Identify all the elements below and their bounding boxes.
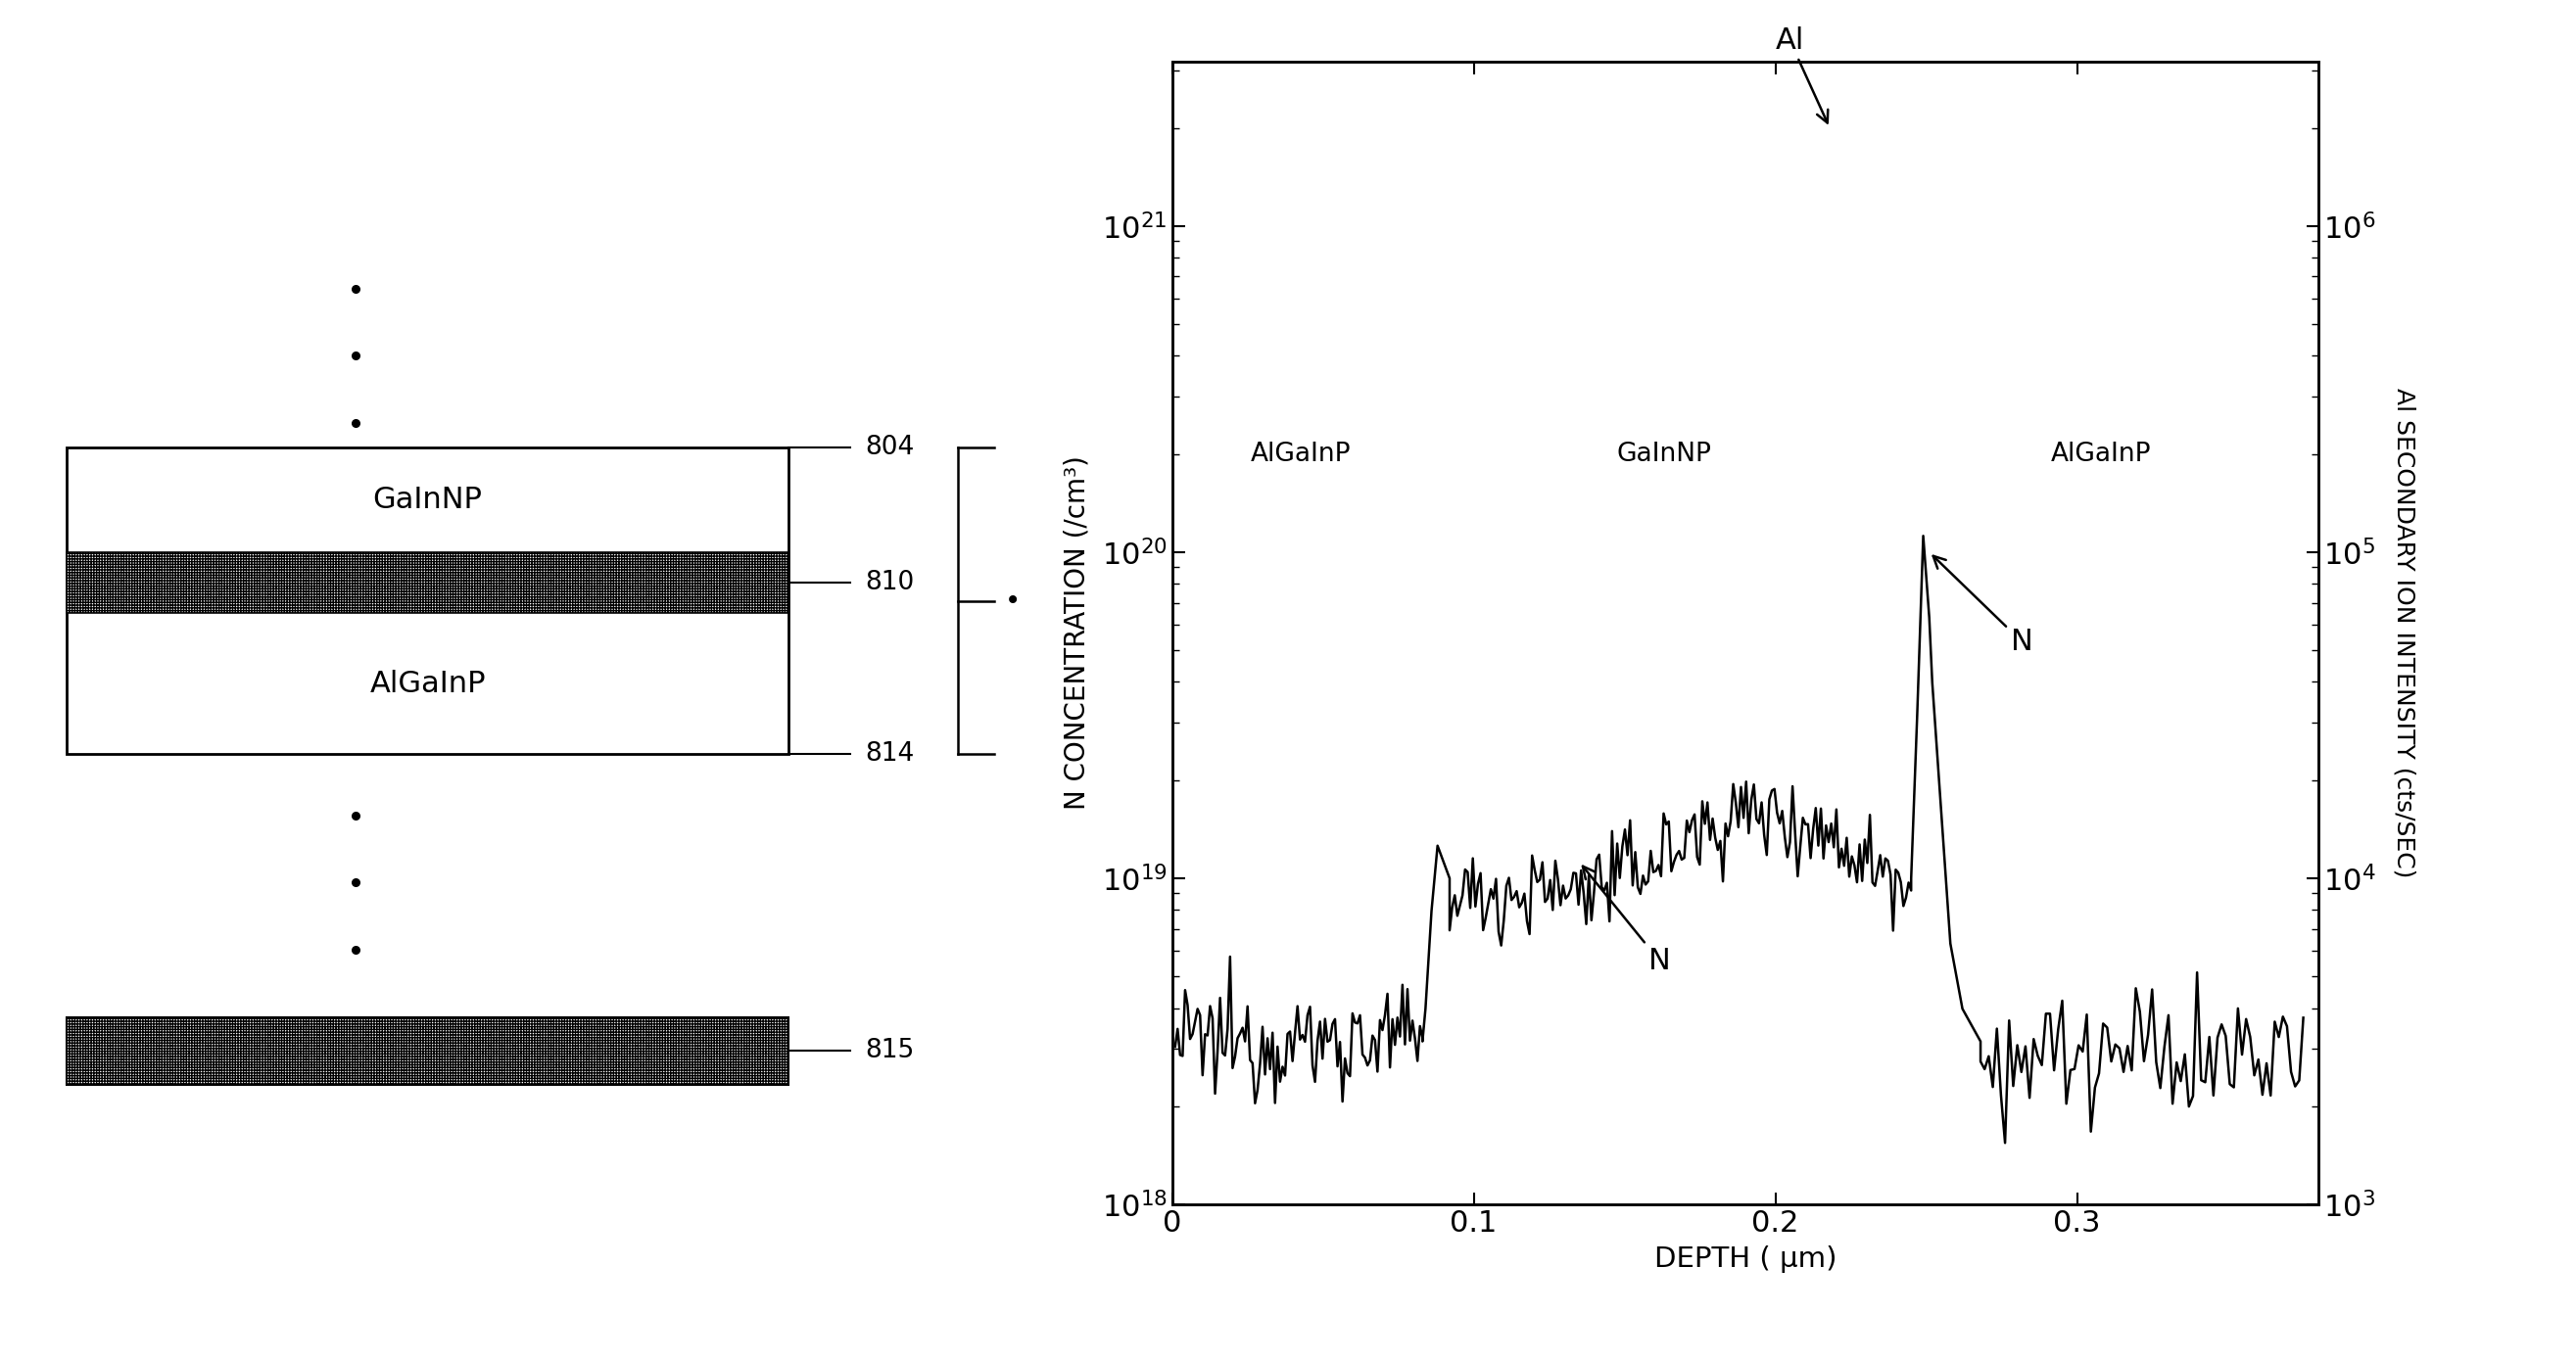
Text: 814: 814 [866,742,914,766]
Text: AlGaInP: AlGaInP [368,670,487,698]
Y-axis label: Al SECONDARY ION INTENSITY (cts/SEC): Al SECONDARY ION INTENSITY (cts/SEC) [2393,388,2416,878]
Text: 804: 804 [866,436,914,460]
Text: N: N [1582,866,1672,976]
Text: GaInNP: GaInNP [1615,441,1710,467]
Text: Al: Al [1775,26,1829,122]
Text: 815: 815 [866,1038,914,1064]
Text: 810: 810 [866,570,914,595]
Text: AlGaInP: AlGaInP [1249,441,1350,467]
Bar [67,551,788,612]
Bar [67,1018,788,1085]
Text: AlGaInP: AlGaInP [2050,441,2151,467]
Y-axis label: N CONCENTRATION (/cm³): N CONCENTRATION (/cm³) [1064,456,1090,810]
Text: N: N [1932,555,2032,656]
Bar [67,448,788,754]
X-axis label: DEPTH ( μm): DEPTH ( μm) [1654,1245,1837,1273]
Text: GaInNP: GaInNP [374,486,482,514]
Text: •: • [1005,587,1020,615]
